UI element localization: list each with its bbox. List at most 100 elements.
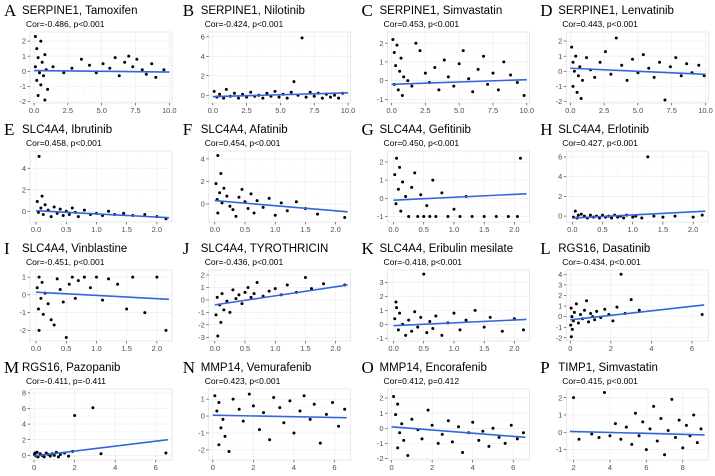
data-point — [640, 216, 644, 220]
panel-title: TIMP1, Simvastatin — [558, 362, 658, 374]
panel-letter: F — [183, 120, 192, 139]
data-point — [218, 191, 222, 195]
data-point — [652, 75, 656, 79]
y-tick-label: 6 — [22, 404, 26, 413]
data-point — [49, 215, 53, 219]
data-point — [509, 73, 513, 77]
data-point — [622, 216, 626, 220]
x-tick-label: 6 — [644, 463, 648, 472]
panel-statistic: Cor=-0.424, p<0.001 — [205, 19, 284, 29]
y-tick-label: 1 — [379, 306, 383, 315]
y-tick-label: -2 — [19, 97, 26, 106]
data-point — [52, 205, 56, 209]
data-point — [268, 438, 272, 442]
regression-line — [569, 430, 705, 436]
data-point — [108, 66, 112, 70]
data-point — [43, 53, 47, 57]
x-tick-label: 0.0 — [565, 106, 575, 115]
y-tick-label: 2 — [22, 435, 26, 444]
data-point — [602, 390, 606, 394]
x-tick-label: 10.0 — [519, 106, 534, 115]
panel-title: SERPINE1, Lenvatinib — [558, 5, 674, 17]
data-point — [224, 87, 228, 91]
data-point — [228, 310, 232, 314]
panel-letter: G — [362, 120, 374, 139]
data-point — [94, 71, 98, 75]
data-point — [608, 434, 612, 438]
x-tick-label: 0 — [568, 344, 572, 353]
x-tick-label: 1.5 — [658, 225, 668, 234]
panel-title: SERPINE1, Nilotinib — [201, 5, 305, 17]
panel-statistic: Cor=0.423, p<0.001 — [205, 376, 281, 386]
data-point — [518, 156, 522, 160]
data-point — [237, 195, 241, 199]
data-point — [396, 402, 400, 406]
data-point — [404, 333, 408, 337]
data-point — [436, 441, 440, 445]
x-tick-label: 5.0 — [96, 106, 106, 115]
data-point — [396, 328, 400, 332]
regression-line — [212, 91, 349, 98]
panel-statistic: Cor=0.415, p<0.001 — [562, 376, 638, 386]
data-point — [585, 56, 589, 60]
x-tick-label: 2 — [251, 463, 255, 472]
x-tick-label: 0.5 — [61, 225, 71, 234]
x-tick-label: 2 — [609, 344, 613, 353]
data-point — [131, 65, 135, 69]
data-point — [337, 96, 341, 100]
data-point — [394, 413, 398, 417]
data-point — [521, 328, 525, 332]
data-point — [62, 71, 66, 75]
data-point — [633, 411, 637, 415]
y-tick-label: 0 — [379, 194, 383, 203]
data-point — [413, 171, 417, 175]
data-point — [684, 423, 688, 427]
y-tick-label: -3 — [198, 333, 205, 342]
x-tick-label: 0.0 — [31, 344, 41, 353]
data-point — [663, 453, 667, 457]
data-point — [659, 416, 663, 420]
data-point — [252, 292, 256, 296]
data-point — [312, 402, 316, 406]
data-point — [237, 293, 241, 297]
y-tick-label: 0 — [201, 412, 205, 421]
panel-statistic: Cor=0.427, p<0.001 — [562, 138, 638, 148]
y-tick-label: 1 — [379, 176, 383, 185]
data-point — [699, 427, 703, 431]
data-point — [402, 75, 406, 79]
data-point — [330, 401, 334, 405]
data-point — [652, 404, 656, 408]
data-point — [457, 425, 460, 429]
data-point — [39, 39, 43, 43]
data-point — [406, 79, 410, 83]
data-point — [407, 318, 411, 322]
data-point — [255, 199, 259, 203]
y-tick-label: 1 — [22, 273, 26, 282]
y-tick-label: -2 — [556, 333, 563, 342]
x-tick-label: 4 — [292, 463, 296, 472]
data-point — [49, 318, 53, 322]
data-point — [631, 215, 635, 219]
data-point — [35, 78, 39, 82]
data-point — [212, 89, 216, 93]
data-point — [67, 282, 71, 286]
data-point — [222, 96, 226, 100]
data-point — [425, 331, 429, 335]
y-tick-label: 0 — [201, 295, 205, 304]
data-point — [578, 313, 582, 317]
data-point — [127, 54, 131, 58]
data-point — [477, 438, 481, 442]
regression-line — [393, 192, 527, 201]
x-tick-label: 4 — [608, 463, 612, 472]
data-point — [413, 310, 417, 314]
data-point — [101, 298, 105, 302]
y-tick-label: 2 — [558, 291, 562, 300]
y-tick-label: 1 — [379, 409, 383, 418]
data-point — [576, 213, 580, 217]
data-point — [79, 57, 83, 61]
x-tick-label: 0.0 — [31, 225, 41, 234]
data-point — [422, 272, 426, 276]
data-point — [265, 91, 269, 95]
x-tick-label: 6 — [690, 344, 694, 353]
y-tick-label: 4 — [22, 420, 26, 429]
